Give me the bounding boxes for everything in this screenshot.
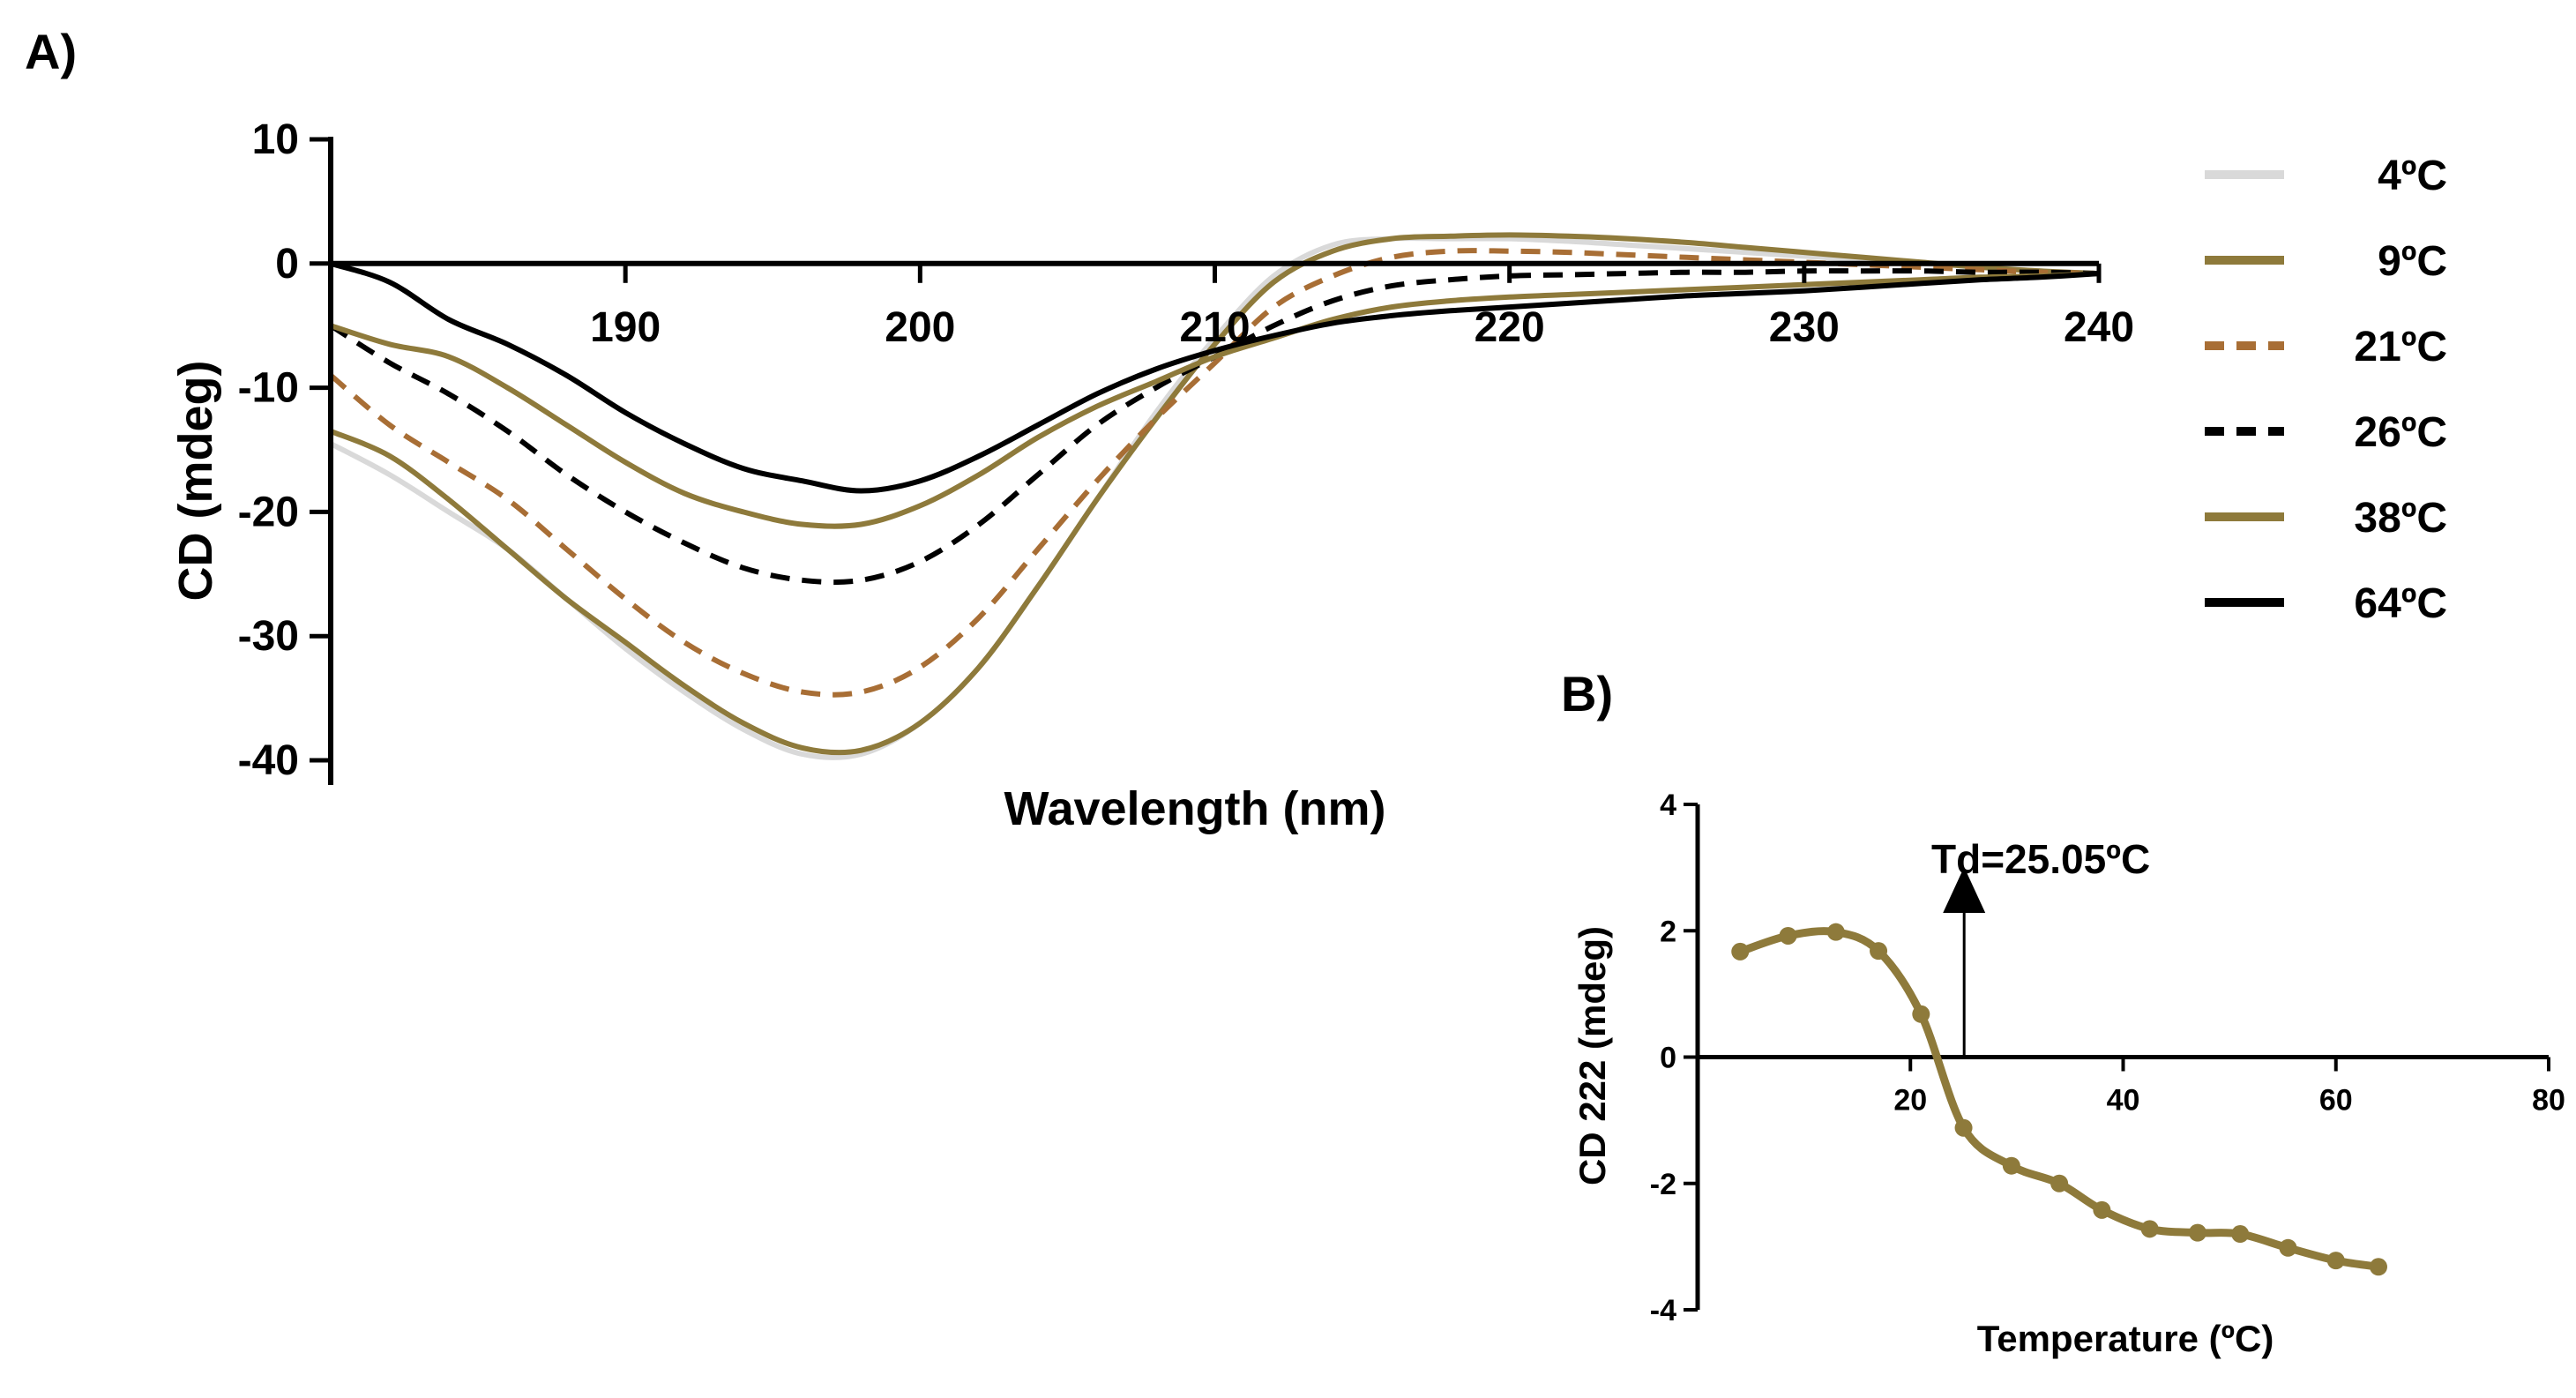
- legend-label: 9ºC: [2378, 238, 2447, 285]
- panel-b-y-tick-label: 4: [1660, 789, 1676, 822]
- panel-a-y-tick-label: -20: [238, 489, 299, 535]
- series-line-38CC: [330, 271, 2100, 529]
- panel-b-y-ticks: 4 2 0 -2 -4: [1650, 789, 1698, 1327]
- td-arrow-head: [1943, 867, 1986, 913]
- panel-a-x-tick-label: 220: [1475, 304, 1545, 351]
- panel-b-data-point: [2231, 1225, 2250, 1244]
- legend-label: 64ºC: [2354, 580, 2447, 627]
- panel-b-data-point: [1826, 923, 1845, 941]
- td-annotation-text: Td=25.05ºC: [1931, 836, 2150, 882]
- panel-a-legend: 4ºC 9ºC 21ºC 26ºC 38ºC 64ºC: [2205, 153, 2447, 627]
- panel-a-y-axis-title: CD (mdeg): [169, 361, 222, 602]
- panel-b-x-tick-label: 60: [2319, 1084, 2353, 1118]
- panel-a-axes: [328, 137, 2099, 785]
- panel-b-label: B): [1561, 666, 1613, 721]
- panel-a-x-tick-label: 230: [1769, 304, 1840, 351]
- panel-b-data-point: [2093, 1200, 2111, 1219]
- panel-a-y-tick-label: -10: [238, 365, 299, 412]
- panel-b-data-point: [2050, 1174, 2069, 1192]
- panel-a: A) 190 200 210 220 230 240 10 0 -10 -20 -30 -40 Wa…: [25, 24, 2447, 835]
- panel-b-x-tick-label: 20: [1893, 1084, 1927, 1118]
- legend-label: 4ºC: [2378, 153, 2447, 199]
- panel-b-y-tick-label: -4: [1650, 1294, 1676, 1327]
- panel-b-y-tick-label: 2: [1660, 915, 1676, 948]
- series-line-64CC: [330, 260, 2100, 494]
- panel-b-data-point: [2140, 1220, 2159, 1238]
- panel-b-y-tick-label: 0: [1660, 1042, 1676, 1075]
- panel-a-plot-area: [329, 232, 2100, 760]
- panel-b-x-ticks: 20 40 60 80: [1893, 1057, 2565, 1118]
- legend-label: 26ºC: [2354, 409, 2447, 456]
- panel-b: B) 20 40 60 80 420-2-4 Td=25.05ºC Temperatu…: [1561, 666, 2565, 1359]
- legend-label: 38ºC: [2354, 495, 2447, 542]
- panel-a-y-tick-label: 10: [252, 116, 299, 163]
- panel-b-data-point: [2002, 1156, 2020, 1175]
- panel-a-x-tick-label: 200: [885, 304, 955, 351]
- panel-b-data-point: [2188, 1223, 2206, 1242]
- panel-b-data-point: [1912, 1005, 1930, 1023]
- panel-b-x-axis-title: Temperature (ºC): [1977, 1318, 2274, 1359]
- series-line-9CC: [329, 232, 2100, 756]
- panel-a-y-tick-label: 0: [275, 241, 299, 288]
- panel-a-x-tick-label: 240: [2064, 304, 2134, 351]
- panel-a-x-tick-label: 210: [1179, 304, 1250, 351]
- panel-b-annotation: Td=25.05ºC: [1931, 836, 2150, 1058]
- legend-label: 21ºC: [2354, 324, 2447, 370]
- panel-b-series-line: [1738, 927, 2379, 1271]
- panel-b-data-point: [1870, 942, 1888, 961]
- panel-b-y-tick-label: -2: [1650, 1168, 1676, 1201]
- td-arrow-line: [1937, 886, 1966, 1058]
- panel-b-plot-area: [1731, 923, 2387, 1276]
- panel-a-x-tick-label: 190: [590, 304, 661, 351]
- panel-b-data-point: [1731, 942, 1750, 961]
- panel-a-x-axis-title: Wavelength (nm): [1004, 782, 1385, 835]
- panel-a-y-ticks: 10 0 -10 -20 -30 -40: [238, 116, 331, 784]
- panel-a-x-ticks: 190 200 210 220 230 240: [590, 263, 2134, 351]
- panel-b-x-tick-label: 40: [2107, 1084, 2140, 1118]
- panel-a-label: A): [25, 24, 77, 79]
- panel-b-data-point: [1954, 1118, 1973, 1137]
- panel-a-y-tick-label: -40: [238, 737, 299, 784]
- panel-b-data-point: [2279, 1238, 2297, 1257]
- panel-b-data-point: [1779, 926, 1797, 945]
- panel-b-y-axis-title: CD 222 (mdeg): [1572, 926, 1613, 1185]
- panel-b-data-point: [2370, 1258, 2387, 1276]
- series-line-21CC: [329, 248, 2100, 698]
- panel-a-y-tick-label: -30: [238, 613, 299, 660]
- panel-b-data-point: [2326, 1252, 2345, 1270]
- panel-b-x-tick-label: 80: [2532, 1084, 2565, 1118]
